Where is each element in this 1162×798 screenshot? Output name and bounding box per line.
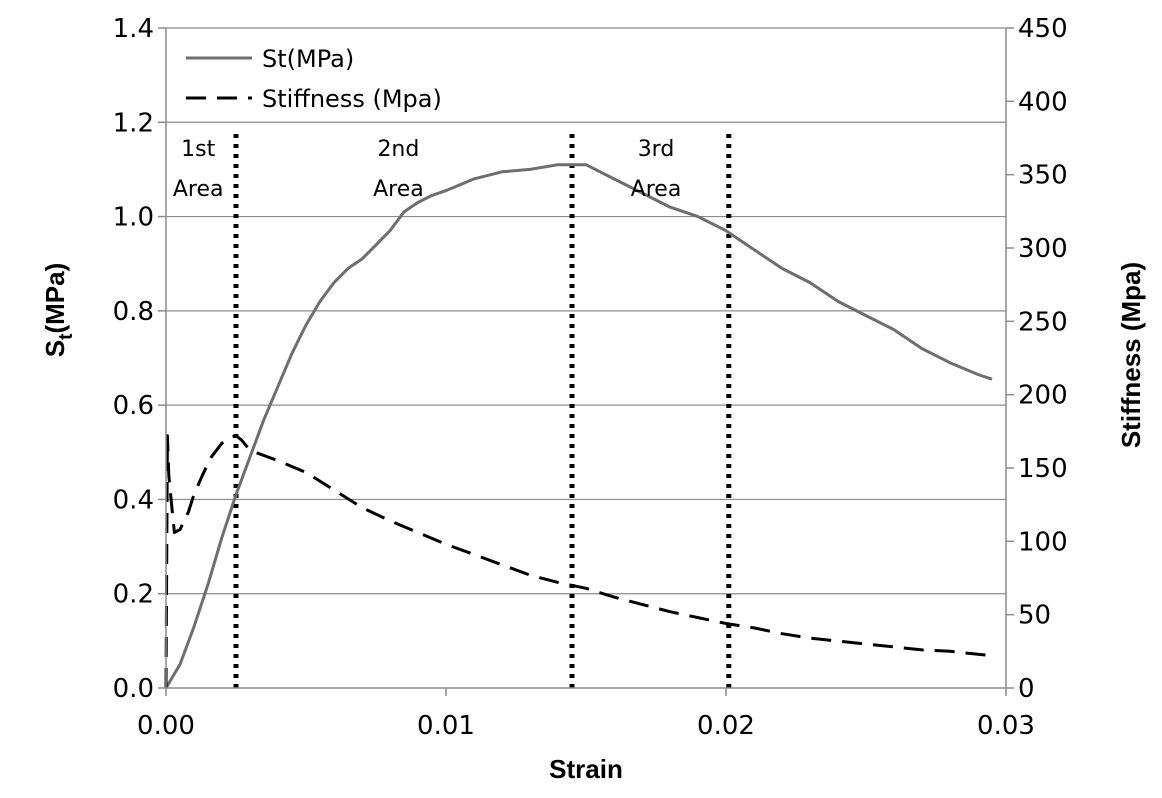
y-axis-title: St(MPa) xyxy=(40,263,77,357)
y2-tick-labels: 0 50 100 150 200 250 300 350 400 450 xyxy=(1018,14,1068,704)
x-tick-label-0: 0.00 xyxy=(137,711,195,741)
legend-label-stiffness: Stiffness (Mpa) xyxy=(262,85,442,113)
area-label-2-line-2: Area xyxy=(373,177,424,202)
y2-tick-label-1: 50 xyxy=(1018,601,1051,631)
area-label-3-line-2: Area xyxy=(631,177,682,202)
y2-tick-label-6: 300 xyxy=(1018,234,1068,264)
x-tick-label-2: 0.02 xyxy=(697,711,755,741)
legend-label-st: St(MPa) xyxy=(262,45,354,73)
y2-tick-label-7: 350 xyxy=(1018,161,1068,191)
y-tick-labels: 0.0 0.2 0.4 0.6 0.8 1.0 1.2 1.4 xyxy=(113,14,154,704)
x-tick-labels: 0.00 0.01 0.02 0.03 xyxy=(137,711,1035,741)
legend: St(MPa) Stiffness (Mpa) xyxy=(186,45,442,113)
area-label-3-line-1: 3rd xyxy=(638,137,675,162)
area-dividers xyxy=(233,134,732,688)
y-tick-label-5: 1.0 xyxy=(113,203,154,233)
grid-lines xyxy=(166,27,1006,595)
area-annotations: 1st Area 2nd Area 3rd Area xyxy=(173,137,681,202)
y-tick-label-4: 0.8 xyxy=(113,297,154,327)
y2-tick-label-3: 150 xyxy=(1018,454,1068,484)
area-label-1-line-2: Area xyxy=(173,177,224,202)
y2-tick-label-0: 0 xyxy=(1018,674,1035,704)
y2-tick-label-5: 250 xyxy=(1018,307,1068,337)
y-tick-label-3: 0.6 xyxy=(113,391,154,421)
y2-tick-label-2: 100 xyxy=(1018,527,1068,557)
y-tick-label-0: 0.0 xyxy=(113,674,154,704)
x-axis-title: Strain xyxy=(549,754,623,784)
x-tick-label-1: 0.01 xyxy=(417,711,475,741)
y-tick-label-6: 1.2 xyxy=(113,108,154,138)
area-label-2-line-1: 2nd xyxy=(377,137,419,162)
y2-tick-label-4: 200 xyxy=(1018,381,1068,411)
y2-tick-label-9: 450 xyxy=(1018,14,1068,44)
area-label-1-line-1: 1st xyxy=(181,137,215,162)
series-line-stiffness xyxy=(164,434,993,689)
axes xyxy=(158,27,1014,696)
series-line-st xyxy=(164,163,993,689)
x-tick-label-3: 0.03 xyxy=(977,711,1035,741)
y-tick-label-7: 1.4 xyxy=(113,14,154,44)
y-axis-title-rest: (MPa) xyxy=(40,263,70,334)
series-lines xyxy=(164,163,993,689)
y-axis-title-main: S xyxy=(40,340,70,357)
y-axis-title-sub: t xyxy=(56,333,77,340)
y2-axis-title: Stiffness (Mpa) xyxy=(1116,262,1146,448)
y2-tick-label-8: 400 xyxy=(1018,87,1068,117)
y-tick-label-2: 0.4 xyxy=(113,485,154,515)
y-tick-label-1: 0.2 xyxy=(113,580,154,610)
